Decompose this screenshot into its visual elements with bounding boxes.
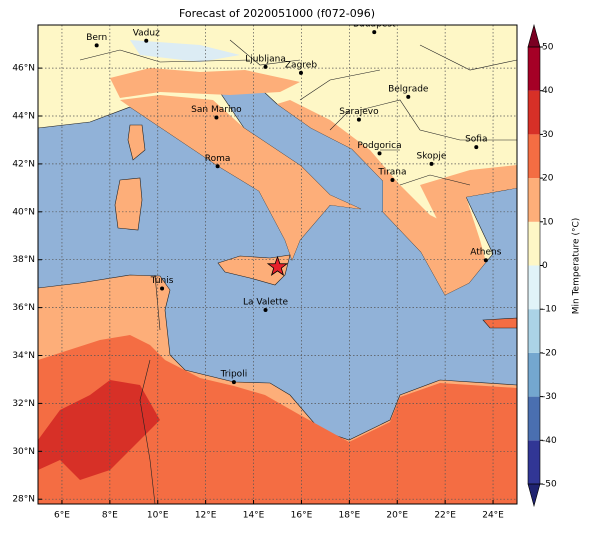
city-label: Zagreb	[285, 60, 317, 70]
lon-tick-label: 10°E	[147, 511, 169, 521]
colorbar-bin	[528, 265, 540, 310]
city-label: La Valette	[243, 298, 288, 308]
lat-tick-label: 38°N	[12, 255, 35, 265]
lat-tick-label: 46°N	[12, 64, 35, 74]
colorbar-tick-label: -20	[542, 348, 557, 358]
colorbar-tick-label: 10	[542, 217, 554, 227]
colorbar-tick-label: 20	[542, 174, 554, 184]
lon-tick-label: 6°E	[54, 511, 70, 521]
city-label: Tripoli	[220, 370, 248, 380]
sardinia	[114, 177, 143, 231]
city-marker	[429, 161, 434, 166]
colorbar-tick-label: -30	[542, 392, 557, 402]
colorbar-label: Min Temperature (°C)	[572, 218, 582, 315]
city-marker	[298, 70, 303, 75]
lon-tick-label: 20°E	[386, 511, 408, 521]
colorbar-bin	[528, 134, 540, 179]
lon-tick-label: 14°E	[243, 511, 265, 521]
lon-tick-label: 18°E	[339, 511, 361, 521]
city-label: Vaduz	[133, 28, 160, 38]
city-label: San Marino	[191, 105, 242, 115]
city-label: Ljubljana	[245, 54, 286, 64]
city-marker	[406, 94, 411, 99]
africa-hottest	[38, 380, 160, 480]
colorbar-tick-label: 0	[542, 261, 548, 271]
title: Forecast of 2020051000 (f072-096)	[179, 7, 375, 20]
corsica	[127, 124, 146, 161]
city-label: Budapest	[353, 20, 396, 30]
colorbar: -50 -40 -30 -20 -10 0 10 20 30 40 50	[527, 23, 557, 508]
colorbar-bin	[528, 352, 540, 397]
colorbar-tick-label: 50	[542, 43, 554, 53]
lat-tick-label: 30°N	[12, 447, 35, 457]
lon-tick-label: 12°E	[195, 511, 217, 521]
colorbar-bin	[528, 90, 540, 135]
lon-tick-label: 16°E	[291, 511, 313, 521]
lat-tick-label: 34°N	[12, 351, 35, 361]
colorbar-tick-label: 40	[542, 86, 554, 96]
colorbar-bin	[528, 440, 540, 484]
city-label: Belgrade	[388, 84, 429, 94]
crete	[482, 317, 517, 329]
city-marker	[214, 115, 219, 120]
city-marker	[160, 286, 165, 291]
lon-tick-label: 24°E	[482, 511, 504, 521]
colorbar-tick-label: 30	[542, 130, 554, 140]
lat-tick-label: 28°N	[12, 495, 35, 505]
colorbar-under	[527, 483, 541, 508]
city-label: Sarajevo	[339, 107, 379, 117]
city-label: Sofia	[465, 135, 487, 145]
city-marker	[483, 258, 488, 263]
lat-tick-label: 40°N	[12, 207, 35, 217]
colorbar-bin	[528, 309, 540, 353]
city-label: Athens	[470, 248, 501, 258]
colorbar-tick-label: -50	[542, 480, 557, 490]
colorbar-tick-label: -40	[542, 436, 557, 446]
lat-tick-label: 36°N	[12, 303, 35, 313]
lon-tick-label: 22°E	[434, 511, 456, 521]
lon-tick-label: 8°E	[102, 511, 118, 521]
city-label: Tunis	[150, 276, 174, 286]
city-label: Skopje	[417, 151, 447, 161]
lat-tick-label: 32°N	[12, 399, 35, 409]
colorbar-bin	[528, 396, 540, 441]
colorbar-tick-label: -10	[542, 305, 557, 315]
colorbar-bin	[528, 178, 540, 222]
city-marker	[372, 30, 377, 35]
lat-tick-label: 44°N	[12, 112, 35, 122]
balkan-warm	[277, 100, 486, 295]
city-marker	[231, 380, 236, 385]
city-marker	[144, 38, 149, 43]
city-marker	[474, 145, 479, 150]
city-marker	[215, 164, 220, 169]
city-label: Bern	[86, 33, 107, 43]
city-label: Roma	[205, 154, 231, 164]
axes: 6°E 8°E 10°E 12°E 14°E 16°E 18°E 20°E 22°E 24°E 28…	[12, 64, 504, 521]
africa-hot	[38, 335, 517, 504]
sicily	[217, 254, 291, 286]
city-marker	[377, 151, 382, 156]
city-marker	[94, 43, 99, 48]
lat-tick-label: 42°N	[12, 159, 35, 169]
city-marker	[263, 308, 268, 313]
grid	[38, 25, 517, 504]
map-frame	[37, 24, 518, 505]
city-label: Tirana	[377, 167, 406, 177]
city-marker	[390, 177, 395, 182]
city-label: Podgorica	[357, 141, 401, 151]
city-marker	[263, 64, 268, 69]
colorbar-over	[527, 23, 541, 48]
colorbar-bin	[528, 47, 540, 91]
italy-warm	[120, 95, 361, 260]
star-marker	[266, 255, 289, 276]
city-marker	[356, 117, 361, 122]
colorbar-bin	[528, 221, 540, 266]
